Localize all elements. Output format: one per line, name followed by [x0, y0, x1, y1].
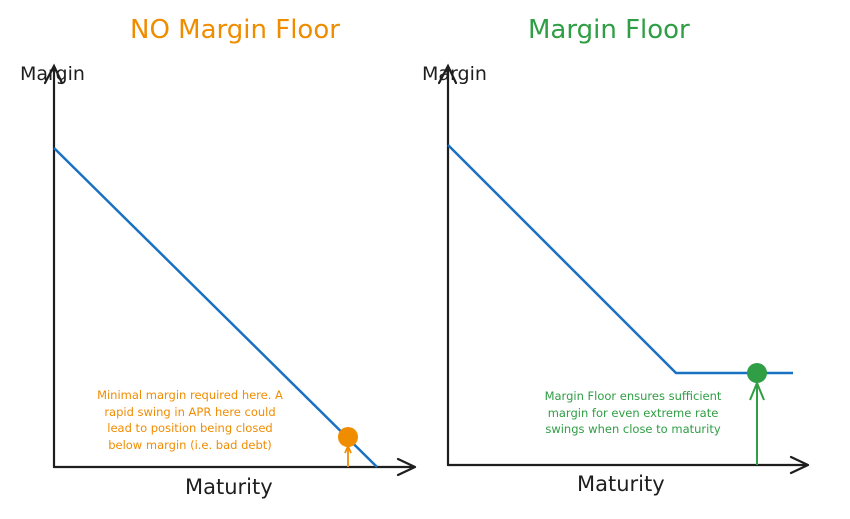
right-point [747, 363, 767, 383]
left-note-line: rapid swing in APR here could [104, 404, 276, 419]
right-note-line: Margin Floor ensures sufficient [544, 389, 722, 403]
right-x-label: Maturity [577, 472, 665, 496]
right-arrow [749, 382, 765, 465]
left-axes [43, 63, 417, 477]
left-note-line: lead to position being closed [107, 421, 273, 435]
right-note-line: margin for even extreme rate [547, 405, 719, 420]
left-x-axis [52, 457, 417, 477]
right-y-axis [437, 63, 458, 467]
left-x-label: Maturity [185, 475, 273, 499]
right-title: Margin Floor [528, 15, 690, 45]
right-margin-line [447, 144, 793, 375]
left-title: NO Margin Floor [130, 15, 340, 45]
right-y-label: Margin [422, 63, 487, 85]
left-note-line: below margin (i.e. bad debt) [108, 437, 272, 452]
right-note-line: swings when close to maturity [545, 422, 721, 436]
left-y-axis [43, 63, 64, 469]
left-note: Minimal margin required here. A rapid sw… [84, 387, 296, 453]
left-margin-line [53, 147, 378, 468]
right-x-axis [446, 455, 810, 475]
left-arrow [344, 443, 352, 467]
right-axes [437, 63, 810, 475]
left-point [338, 427, 358, 447]
left-y-label: Margin [20, 63, 85, 85]
right-note: Margin Floor ensures sufficient margin f… [528, 388, 738, 438]
left-note-line: Minimal margin required here. A [97, 388, 283, 402]
